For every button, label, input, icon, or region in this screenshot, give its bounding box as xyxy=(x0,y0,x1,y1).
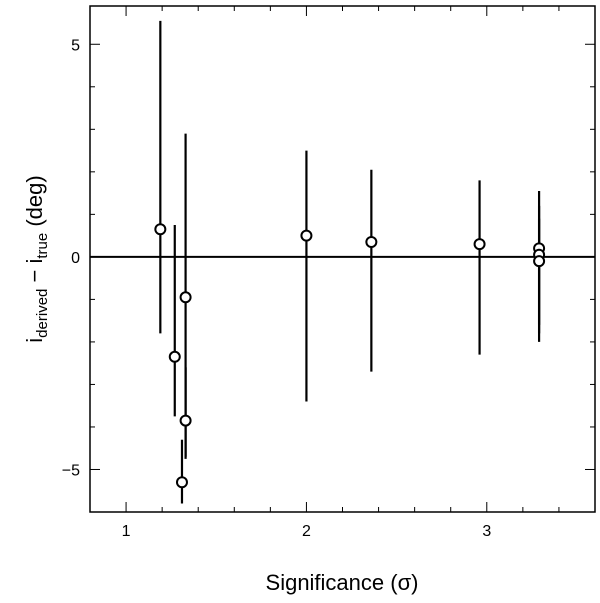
data-point xyxy=(168,350,181,363)
error-bars xyxy=(159,20,541,504)
y-tick-label: 0 xyxy=(71,250,80,267)
data-point xyxy=(179,414,192,427)
y-axis-label: iderived − itrue (deg) xyxy=(22,175,51,342)
data-point xyxy=(365,235,378,248)
y-axis-label-tail: (deg) xyxy=(22,175,47,232)
x-tick-label: 2 xyxy=(302,523,311,540)
y-axis-label-main: i xyxy=(22,338,47,343)
y-axis-label-sub2: true xyxy=(34,233,51,259)
data-point xyxy=(533,255,546,268)
data-point xyxy=(179,291,192,304)
y-axis-label-sub1: derived xyxy=(34,289,51,338)
plot-frame xyxy=(89,5,596,513)
x-axis-label: Significance (σ) xyxy=(266,570,419,595)
y-tick-label: −5 xyxy=(62,462,80,479)
data-point xyxy=(473,238,486,251)
y-tick-label: 5 xyxy=(71,37,80,54)
x-tick-label: 1 xyxy=(122,523,131,540)
data-point xyxy=(154,223,167,236)
x-tick-label: 3 xyxy=(482,523,491,540)
data-point xyxy=(300,229,313,242)
data-points xyxy=(154,223,546,489)
tick-labels: 1 2 3 −5 0 5 xyxy=(62,37,492,540)
data-point xyxy=(175,476,188,489)
y-axis-label-minus: − i xyxy=(22,259,47,289)
ticks xyxy=(89,6,596,513)
